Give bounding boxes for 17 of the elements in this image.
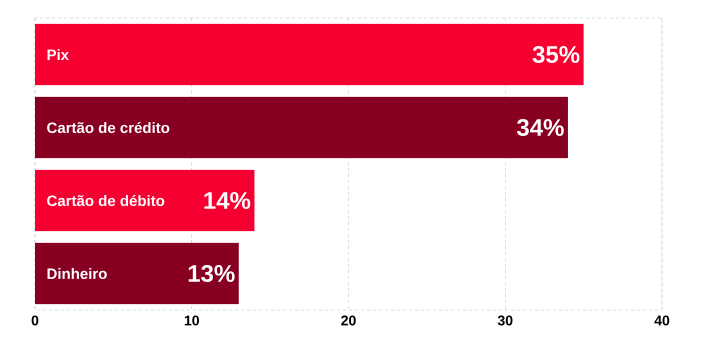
- x-tick-label: 10: [184, 316, 199, 326]
- y-tick-label: Cartão de débito: [47, 194, 164, 206]
- x-tick-label: 20: [341, 316, 356, 326]
- bar: [35, 170, 254, 232]
- data-label: 14%: [204, 192, 250, 209]
- y-tick-label: Cartão de crédito: [47, 122, 170, 134]
- x-tick-label: 40: [654, 316, 670, 326]
- bar: [35, 96, 568, 158]
- bar: [35, 24, 584, 86]
- x-tick-label: 0: [32, 316, 38, 326]
- data-label: 34%: [516, 119, 564, 136]
- y-tick-label: Dinheiro: [48, 268, 107, 280]
- data-label: 35%: [532, 46, 580, 64]
- y-tick-label: Pix: [48, 49, 69, 60]
- x-tick-label: 30: [498, 316, 512, 326]
- bar: [35, 242, 239, 304]
- data-label: 13%: [188, 265, 235, 282]
